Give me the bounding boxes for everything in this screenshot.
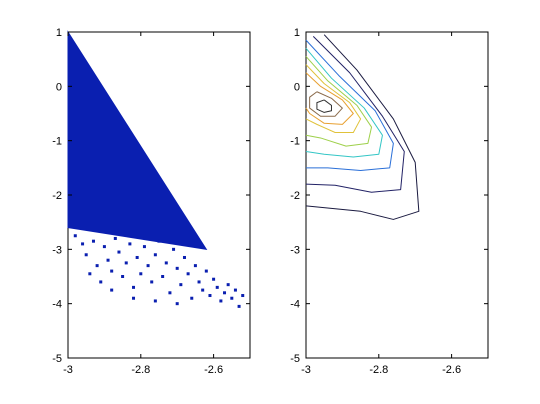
scatter-point (142, 245, 146, 249)
scatter-point (175, 266, 179, 270)
scatter-points (73, 234, 245, 308)
scatter-point (121, 275, 125, 278)
scatter-point (201, 288, 205, 292)
scatter-point (230, 296, 234, 300)
contour-line (305, 34, 420, 220)
y-tick-label: 1 (294, 27, 300, 39)
scatter-point (110, 288, 114, 292)
scatter-point (241, 294, 245, 298)
scatter-point (186, 272, 190, 276)
scatter-point (212, 277, 216, 281)
scatter-point (153, 299, 157, 303)
y-tick-label: -4 (52, 299, 62, 311)
y-tick-label: -3 (290, 244, 300, 256)
scatter-point (172, 247, 176, 251)
scatter-point (139, 272, 143, 276)
scatter-point (193, 264, 197, 268)
scatter-point (146, 264, 150, 268)
y-tick-label: -2 (52, 190, 62, 202)
scatter-point (190, 296, 194, 300)
scatter-point (99, 280, 103, 284)
scatter-axis-ticks: -3 -2.8 -2.6 1 0 -1 -2 -3 -4 -5 (52, 27, 250, 376)
contour-line (309, 91, 343, 117)
x-tick-label: -3 (301, 364, 311, 376)
scatter-point (95, 264, 99, 268)
scatter-point (102, 245, 106, 249)
y-tick-label: -5 (52, 353, 62, 365)
scatter-point (135, 255, 139, 259)
contour-line (305, 35, 405, 193)
scatter-point (233, 288, 237, 292)
scatter-point (208, 294, 212, 298)
scatter-point (164, 261, 168, 265)
scatter-point (150, 280, 154, 284)
scatter-point (117, 250, 121, 254)
y-tick-label: 0 (56, 81, 62, 93)
scatter-point (161, 275, 165, 278)
scatter-point (124, 261, 128, 265)
scatter-point (226, 283, 230, 287)
scatter-point (179, 283, 183, 287)
scatter-point (223, 291, 227, 295)
contour-axes: -3 -2.8 -2.6 1 0 -1 -2 -3 -4 -5 (290, 27, 489, 376)
contour-line (305, 56, 373, 147)
scatter-point (175, 302, 179, 306)
contour-line (305, 47, 383, 158)
scatter-point (91, 239, 95, 243)
y-tick-label: 0 (294, 81, 300, 93)
y-tick-label: 1 (56, 27, 62, 39)
scatter-point (204, 269, 208, 273)
scatter-point (237, 304, 241, 308)
scatter-point (81, 242, 85, 246)
scatter-point (106, 258, 110, 262)
y-tick-label: -1 (290, 136, 300, 148)
y-tick-label: -5 (290, 353, 300, 365)
contour-axis-ticks: -3 -2.8 -2.6 1 0 -1 -2 -3 -4 -5 (290, 27, 488, 376)
scatter-point (215, 285, 219, 289)
scatter-point (110, 269, 114, 273)
scatter-dense-region (67, 30, 208, 250)
scatter-point (219, 299, 223, 303)
y-tick-label: -4 (290, 299, 300, 311)
contour-lines (305, 34, 420, 220)
x-tick-label: -2.8 (369, 364, 388, 376)
x-tick-label: -2.8 (131, 364, 150, 376)
contour-line (305, 39, 394, 172)
scatter-point (197, 280, 201, 284)
contour-plot-frame (305, 31, 489, 359)
scatter-dense-cloud (67, 30, 208, 250)
scatter-point (132, 285, 136, 289)
scatter-point (157, 239, 161, 243)
x-tick-label: -2.6 (442, 364, 461, 376)
scatter-point (73, 234, 77, 238)
x-tick-label: -2.6 (204, 364, 223, 376)
scatter-point (132, 296, 136, 300)
scatter-point (182, 255, 186, 259)
contour-line (316, 99, 332, 113)
scatter-point (113, 236, 117, 240)
scatter-point (128, 242, 132, 246)
scatter-axes: -3 -2.8 -2.6 1 0 -1 -2 -3 -4 -5 (52, 27, 251, 376)
contour-line (305, 64, 362, 134)
y-tick-label: -1 (52, 136, 62, 148)
contour-line (305, 72, 354, 125)
scatter-point (168, 291, 172, 295)
scatter-point (88, 272, 92, 276)
y-tick-label: -3 (52, 244, 62, 256)
x-tick-label: -3 (63, 364, 73, 376)
scatter-point (153, 253, 157, 257)
y-tick-label: -2 (290, 190, 300, 202)
scatter-point (84, 253, 88, 257)
